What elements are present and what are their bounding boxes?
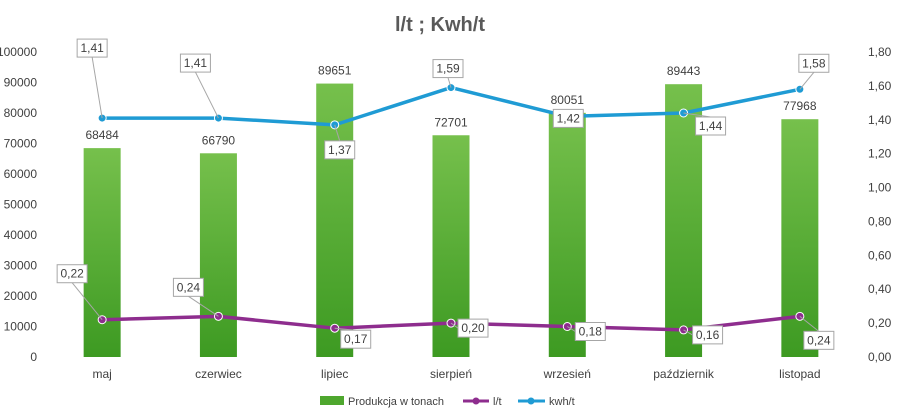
callout-box <box>574 322 606 341</box>
right-tick-label: 1,20 <box>868 147 892 161</box>
left-tick-label: 40000 <box>4 228 38 242</box>
callout-box <box>695 116 727 136</box>
left-tick-label: 100000 <box>0 45 37 59</box>
kwht-value-label: 1,41 <box>80 41 104 55</box>
bar <box>83 148 121 357</box>
callout-leader <box>567 326 576 332</box>
right-tick-label: 1,60 <box>868 79 892 93</box>
legend-label-production: Produkcja w tonach <box>348 396 444 408</box>
right-tick-label: 0,00 <box>868 350 892 364</box>
right-tick-label: 0,40 <box>868 282 892 296</box>
callout-box <box>798 53 830 73</box>
right-tick-label: 0,60 <box>868 248 892 262</box>
bar-value-label: 80051 <box>551 93 585 107</box>
category-label: październik <box>653 367 715 381</box>
callout-leader <box>683 112 711 118</box>
left-tick-label: 30000 <box>4 259 38 273</box>
callout-leader <box>188 295 219 317</box>
bar-value-label: 66790 <box>202 133 236 147</box>
callout-box <box>432 59 464 79</box>
left-tick-label: 80000 <box>4 106 38 120</box>
callout-leader <box>334 124 341 142</box>
right-tick-label: 1,00 <box>868 181 892 195</box>
callout-leader <box>450 322 459 329</box>
legend: Produkcja w tonach l/t kwh/t <box>320 396 575 408</box>
lt-value-label: 0,17 <box>344 332 368 346</box>
legend-swatch-production <box>320 396 344 405</box>
callout-box <box>552 108 584 128</box>
callout-leader <box>194 71 219 119</box>
left-tick-label: 50000 <box>4 198 38 212</box>
bar-value-label: 89443 <box>667 64 701 78</box>
callout-leader <box>91 57 103 119</box>
kwht-value-label: 1,37 <box>328 143 352 157</box>
right-tick-label: 0,80 <box>868 214 892 228</box>
kwht-value-label: 1,58 <box>802 56 826 70</box>
left-tick-label: 70000 <box>4 137 38 151</box>
right-tick-label: 0,20 <box>868 316 892 330</box>
lt-value-label: 0,22 <box>60 267 84 281</box>
category-label: sierpień <box>430 367 472 381</box>
lt-value-label: 0,20 <box>461 321 485 335</box>
line-data-labels: 0,22 0,24 0,17 0,20 0,18 0,16 0,24 1,41 1,41 1,37… <box>56 38 835 350</box>
right-axis: 0,00 0,20 0,40 0,60 0,80 1,00 1,20 1,40 1,60 1,80 <box>868 45 892 364</box>
lt-value-label: 0,18 <box>579 325 603 339</box>
category-label: listopad <box>779 367 820 381</box>
kwht-value-label: 1,44 <box>699 119 723 133</box>
lt-value-label: 0,16 <box>696 328 720 342</box>
legend-label-lt: l/t <box>493 396 502 408</box>
callout-box <box>692 325 724 345</box>
left-tick-label: 20000 <box>4 289 38 303</box>
left-tick-label: 10000 <box>4 320 38 334</box>
callout-box <box>179 53 211 73</box>
callout-box <box>340 329 372 349</box>
callout-box <box>76 38 108 58</box>
left-tick-label: 60000 <box>4 167 38 181</box>
callout-leader <box>683 329 693 336</box>
bar-value-label: 89651 <box>318 64 352 78</box>
legend-label-kwht: kwh/t <box>549 396 575 408</box>
bar <box>548 112 586 357</box>
callout-box <box>56 264 88 284</box>
lt-value-label: 0,24 <box>177 280 201 294</box>
left-tick-label: 0 <box>30 350 37 364</box>
bar-series <box>83 83 819 357</box>
callout-box <box>172 277 204 297</box>
callout-leader <box>799 71 815 90</box>
bar-value-label: 68484 <box>85 128 119 142</box>
bar-value-label: 77968 <box>783 99 817 113</box>
callout-leader <box>799 315 820 332</box>
lt-value-label: 0,24 <box>807 333 831 347</box>
category-axis: maj czerwiec lipiec sierpień wrzesień paździe… <box>92 367 820 381</box>
kwht-value-label: 1,42 <box>557 111 581 125</box>
callout-leader <box>447 77 452 88</box>
bar <box>199 153 237 357</box>
callout-box <box>324 140 356 160</box>
category-label: maj <box>92 367 111 381</box>
right-tick-label: 1,80 <box>868 45 892 59</box>
chart-title: l/t ; Kwh/t <box>395 14 485 36</box>
callout-box <box>803 330 835 350</box>
kwht-value-label: 1,41 <box>184 56 208 70</box>
category-label: lipiec <box>321 367 348 381</box>
category-label: czerwiec <box>195 367 242 381</box>
bar-value-label: 72701 <box>434 115 468 129</box>
right-tick-label: 1,40 <box>868 113 892 127</box>
bar <box>781 119 819 357</box>
kwht-value-label: 1,59 <box>436 62 460 76</box>
legend-marker-kwht <box>527 397 535 405</box>
left-axis: 0 10000 20000 30000 40000 50000 60000 70000 8000… <box>0 45 37 364</box>
callout-box <box>457 318 489 338</box>
legend-marker-lt <box>472 397 480 405</box>
callout-leader <box>71 282 103 321</box>
category-label: wrzesień <box>543 367 591 381</box>
bar-data-labels: 68484 66790 89651 72701 80051 89443 77968 <box>85 64 816 148</box>
left-tick-label: 90000 <box>4 76 38 90</box>
